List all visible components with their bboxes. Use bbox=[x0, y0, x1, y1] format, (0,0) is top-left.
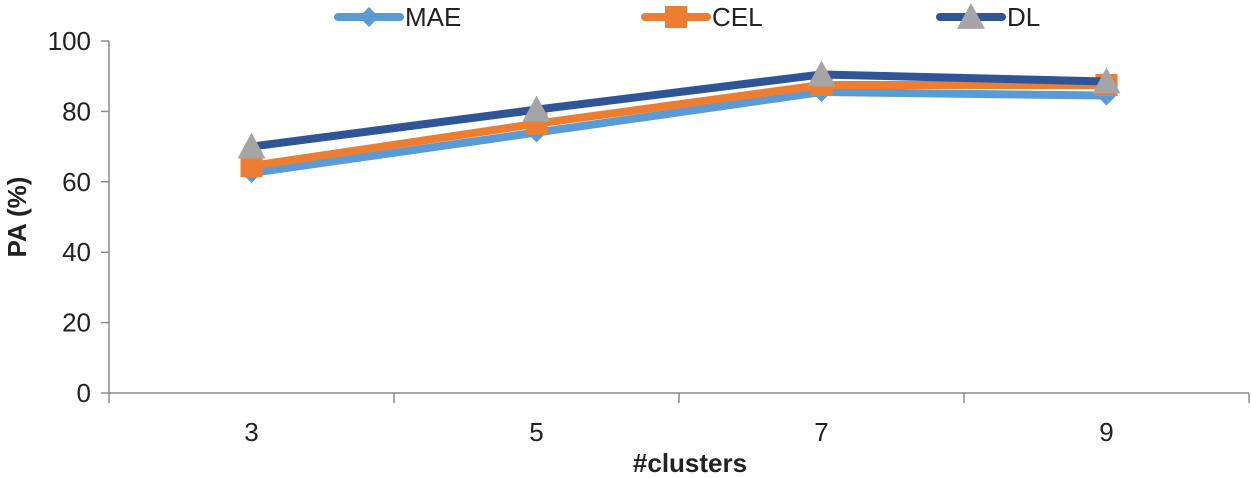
y-tick-label: 0 bbox=[77, 378, 91, 408]
data-point-dl bbox=[807, 60, 836, 87]
legend: MAE CEL DL bbox=[334, 2, 1040, 32]
legend-item-mae: MAE bbox=[334, 2, 461, 32]
data-point-dl bbox=[522, 95, 551, 122]
data-point-dl bbox=[1092, 67, 1121, 94]
legend-item-dl: DL bbox=[936, 2, 1040, 32]
y-tick-label: 80 bbox=[62, 96, 91, 126]
y-tick-label: 100 bbox=[48, 26, 91, 56]
legend-marker bbox=[957, 3, 985, 29]
series-line-mae bbox=[247, 88, 1111, 177]
x-axis-title: #clusters bbox=[633, 448, 747, 478]
legend-item-cel: CEL bbox=[641, 2, 763, 32]
legend-label: MAE bbox=[405, 2, 461, 32]
y-tick-label: 40 bbox=[62, 237, 91, 267]
data-point-cel bbox=[240, 154, 263, 177]
series-dl bbox=[237, 60, 1121, 159]
y-tick-label: 20 bbox=[62, 308, 91, 338]
y-axis-title: PA (%) bbox=[2, 177, 32, 258]
x-tick-label: 5 bbox=[529, 417, 543, 447]
x-tick-label: 3 bbox=[244, 417, 258, 447]
y-tick-label: 60 bbox=[62, 167, 91, 197]
legend-label: DL bbox=[1007, 2, 1040, 32]
series-line-dl bbox=[247, 70, 1111, 151]
legend-marker bbox=[359, 7, 379, 27]
axes: 0 20 40 60 80 100 3 5 7 9 bbox=[48, 26, 1250, 447]
x-tick-label: 9 bbox=[1099, 417, 1113, 447]
legend-marker bbox=[665, 6, 687, 28]
legend-label: CEL bbox=[712, 2, 763, 32]
data-point-dl bbox=[237, 132, 266, 159]
series-layer bbox=[237, 60, 1121, 183]
series-line-cel bbox=[247, 81, 1111, 170]
x-tick-label: 7 bbox=[814, 417, 828, 447]
